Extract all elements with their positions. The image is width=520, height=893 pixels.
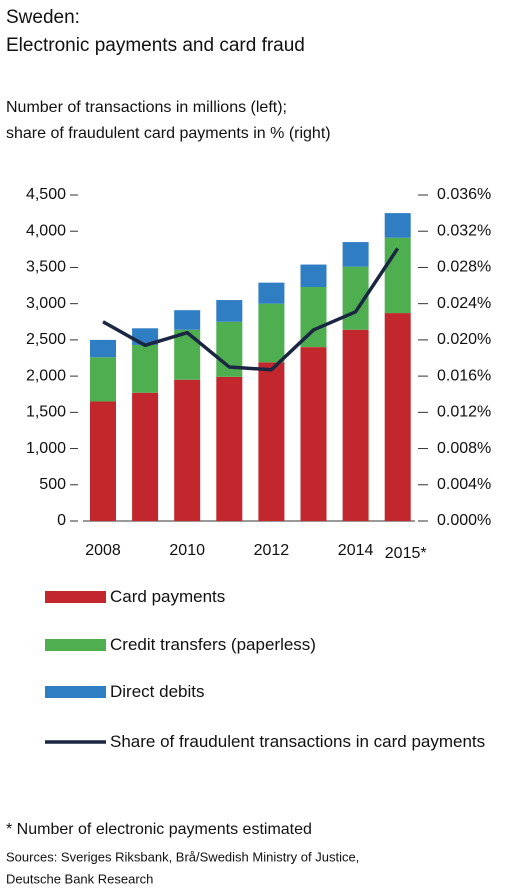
y-tick-label: 2,500	[26, 331, 66, 348]
legend-swatch	[45, 639, 106, 651]
y-tick-label: 2,000	[26, 367, 66, 384]
bar	[174, 310, 201, 330]
legend-label: Card payments	[110, 587, 226, 606]
y-tick-label: 3,500	[26, 259, 66, 276]
y-tick-label: 1,500	[26, 404, 66, 421]
bar	[216, 376, 243, 521]
bar	[174, 379, 201, 521]
sources: Deutsche Bank Research	[6, 871, 153, 886]
chart-subtitle: share of fraudulent card payments in % (…	[6, 125, 331, 142]
bar	[258, 282, 285, 304]
bar	[132, 344, 159, 393]
legend-swatch	[45, 686, 106, 698]
x-tick-label: 2012	[254, 542, 290, 559]
bar	[174, 329, 201, 380]
x-tick-label: 2015*	[385, 545, 427, 562]
chart-title: Electronic payments and card fraud	[6, 35, 305, 56]
y-tick-label: 500	[39, 476, 66, 493]
bar	[90, 401, 116, 521]
y2-tick-label: 0.020%	[437, 331, 491, 348]
y-tick-label: 3,000	[26, 295, 66, 312]
y2-tick-label: 0.032%	[437, 222, 491, 239]
x-tick-label: 2008	[85, 542, 121, 559]
bar	[132, 392, 159, 521]
legend-label: Direct debits	[110, 682, 205, 701]
bar	[342, 242, 369, 267]
y2-tick-label: 0.024%	[437, 295, 491, 312]
x-tick-label: 2010	[169, 542, 205, 559]
legend-swatch	[45, 591, 106, 603]
chart-title: Sweden:	[6, 7, 80, 28]
line	[102, 247, 400, 372]
y2-tick-label: 0.004%	[437, 476, 491, 493]
bar	[216, 300, 243, 322]
sources: Sources: Sveriges Riksbank, Brå/Swedish …	[6, 849, 359, 864]
y-tick-label: 1,000	[26, 440, 66, 457]
bar	[300, 264, 327, 288]
y-tick-label: 4,500	[26, 186, 66, 203]
legend-label: Share of fraudulent transactions in card…	[110, 732, 486, 751]
y-tick-label: 0	[57, 512, 66, 529]
bar	[384, 313, 411, 521]
y2-tick-label: 0.028%	[437, 259, 491, 276]
y-tick-label: 4,000	[26, 222, 66, 239]
y2-tick-label: 0.012%	[437, 404, 491, 421]
bar	[300, 347, 327, 521]
y2-tick-label: 0.016%	[437, 367, 491, 384]
legend-label: Credit transfers (paperless)	[110, 635, 316, 654]
bar	[90, 339, 116, 358]
x-tick-label: 2014	[338, 542, 374, 559]
y2-tick-label: 0.008%	[437, 440, 491, 457]
footnote: * Number of electronic payments estimate…	[6, 821, 312, 838]
bar	[342, 329, 369, 521]
bar	[90, 357, 116, 402]
bar	[258, 362, 285, 521]
y2-tick-label: 0.036%	[437, 186, 491, 203]
y2-tick-label: 0.000%	[437, 512, 491, 529]
bar	[258, 303, 285, 363]
chart-subtitle: Number of transactions in millions (left…	[6, 99, 287, 116]
bar	[384, 213, 411, 238]
